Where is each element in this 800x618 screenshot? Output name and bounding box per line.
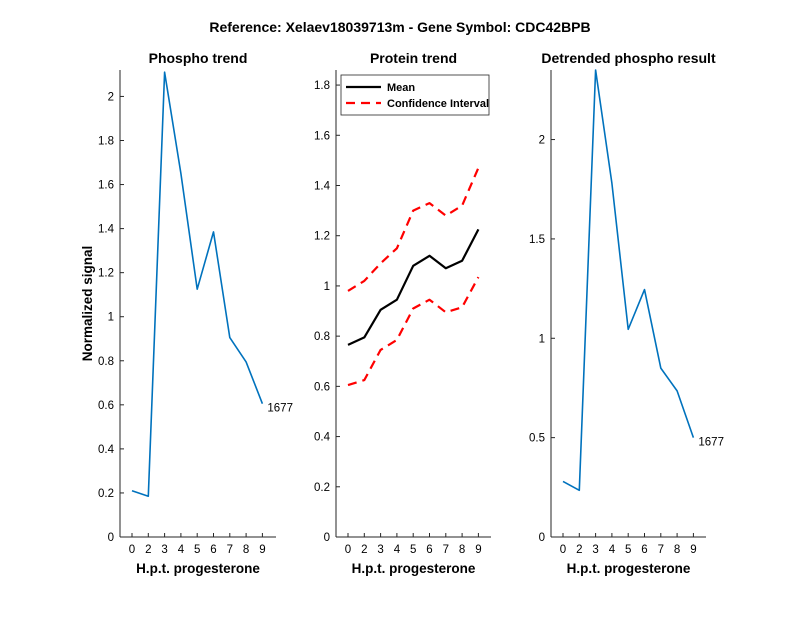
x-tick-label: 3 (377, 544, 383, 556)
series-line-0 (131, 71, 264, 498)
x-tick-label: 9 (259, 544, 265, 556)
x-tick-label: 6 (426, 544, 432, 556)
x-tick-label: 9 (475, 544, 481, 556)
x-tick-label: 5 (194, 544, 200, 556)
x-tick-label: 3 (161, 544, 167, 556)
y-tick-label: 1 (108, 312, 114, 324)
y-tick-label: 1.4 (98, 224, 115, 236)
series-line-0 (347, 228, 480, 346)
chart-title: Phospho trend (149, 50, 248, 66)
x-tick-label: 5 (625, 544, 631, 556)
chart-title: Protein trend (370, 50, 457, 66)
y-tick-label: 1.2 (98, 268, 114, 280)
x-tick-label: 2 (145, 544, 151, 556)
x-tick-label: 4 (394, 544, 401, 556)
y-tick-label: 0.6 (98, 400, 114, 412)
figure-suptitle: Reference: Xelaev18039713m - Gene Symbol… (209, 19, 590, 35)
legend-box (340, 74, 490, 116)
y-tick-label: 2 (539, 135, 545, 147)
y-tick-label: 0.2 (98, 488, 114, 500)
x-tick-label: 4 (609, 544, 616, 556)
y-tick-label: 0.8 (314, 331, 330, 343)
y-tick-label: 0.5 (529, 433, 545, 445)
point-annotation: 1677 (267, 403, 293, 415)
legend-entry: Confidence Interval (387, 98, 489, 110)
x-tick-label: 7 (227, 544, 233, 556)
series-line-0 (562, 69, 695, 492)
y-tick-label: 0.4 (314, 432, 331, 444)
x-tick-label: 8 (243, 544, 249, 556)
y-tick-label: 2 (108, 91, 114, 103)
y-tick-label: 1.2 (314, 231, 330, 243)
y-tick-label: 0.8 (98, 356, 114, 368)
y-tick-label: 1.8 (314, 80, 330, 92)
y-tick-label: 1.4 (314, 180, 331, 192)
y-tick-label: 1.6 (314, 130, 330, 142)
series-line-2 (347, 276, 480, 387)
y-tick-label: 1 (539, 333, 545, 345)
x-tick-label: 7 (658, 544, 664, 556)
x-tick-label: 8 (459, 544, 465, 556)
x-tick-label: 0 (345, 544, 351, 556)
panel-phospho-trend: 0 2 3 4 5 6 7 8 900.20.40.60.811.21.41.61.82Phos… (80, 50, 293, 576)
y-tick-label: 0 (108, 532, 114, 544)
x-tick-label: 0 (560, 544, 566, 556)
y-tick-label: 0 (324, 532, 330, 544)
y-tick-label: 0.4 (98, 444, 115, 456)
y-tick-label: 1.5 (529, 234, 545, 246)
y-tick-label: 1.6 (98, 180, 114, 192)
y-tick-label: 1 (324, 281, 330, 293)
y-axis-label: Normalized signal (80, 246, 95, 362)
panel-protein-trend: 0 2 3 4 5 6 7 8 900.20.40.60.811.21.41.61.8Prote… (314, 50, 491, 576)
y-tick-label: 1.8 (98, 135, 114, 147)
legend-entry: Mean (387, 82, 415, 94)
x-tick-label: 2 (576, 544, 582, 556)
x-tick-label: 6 (210, 544, 216, 556)
y-tick-label: 0.6 (314, 381, 330, 393)
x-axis-label: H.p.t. progesterone (567, 561, 691, 576)
x-axis-label: H.p.t. progesterone (136, 561, 260, 576)
x-tick-label: 3 (592, 544, 598, 556)
x-axis-label: H.p.t. progesterone (352, 561, 476, 576)
x-tick-label: 6 (641, 544, 647, 556)
x-tick-label: 0 (129, 544, 135, 556)
chart-title: Detrended phospho result (541, 50, 716, 66)
x-tick-label: 8 (674, 544, 680, 556)
y-tick-label: 0 (539, 532, 545, 544)
series-line-1 (347, 167, 480, 292)
x-tick-label: 7 (443, 544, 449, 556)
x-tick-label: 2 (361, 544, 367, 556)
y-tick-label: 0.2 (314, 482, 330, 494)
point-annotation: 1677 (698, 437, 724, 449)
x-tick-label: 4 (178, 544, 185, 556)
x-tick-label: 9 (690, 544, 696, 556)
x-tick-label: 5 (410, 544, 416, 556)
